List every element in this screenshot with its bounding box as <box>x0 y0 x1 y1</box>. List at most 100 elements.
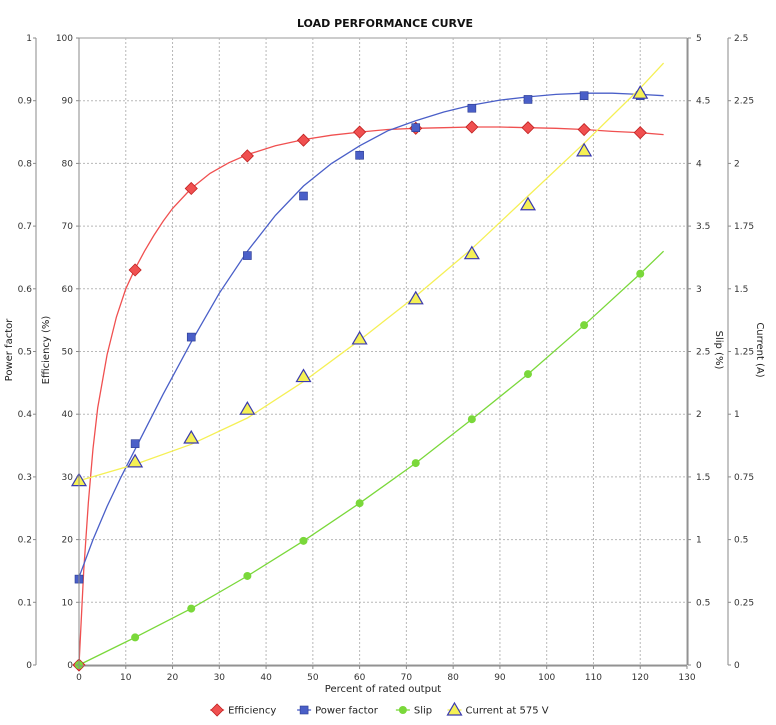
y-tick-label: 1.75 <box>734 222 754 232</box>
chart-title: LOAD PERFORMANCE CURVE <box>297 17 473 30</box>
power-factor-point <box>467 103 477 113</box>
y-tick-label: 2 <box>696 410 702 420</box>
current-at-575-v-point <box>407 290 424 305</box>
legend-marker <box>210 703 224 717</box>
slip-point <box>131 633 140 642</box>
efficiency-axis-title: Efficiency (%) <box>41 316 52 385</box>
y-tick-label: 1.5 <box>696 473 710 483</box>
y-tick-label: 0.6 <box>18 285 33 295</box>
x-tick-label: 110 <box>585 673 602 683</box>
y-tick-label: 0.1 <box>18 598 32 608</box>
efficiency-point <box>296 133 311 147</box>
current-at-575-v-line <box>78 62 665 482</box>
power-factor-point <box>299 191 308 201</box>
slip-point <box>187 604 196 613</box>
y-tick-label: 1 <box>734 410 740 420</box>
y-tick-label: 60 <box>62 285 74 295</box>
current-at-575-v-point <box>127 453 144 468</box>
power-factor-point <box>130 439 140 448</box>
legend-item-current-at-575-v: Current at 575 V <box>446 701 549 717</box>
axes: 00.10.20.30.40.50.60.70.80.9101020304050… <box>18 34 754 683</box>
current-at-575-v-point <box>463 245 480 260</box>
current-at-575-v-point <box>632 84 649 99</box>
legend-item-efficiency: Efficiency <box>210 703 276 717</box>
y-tick-label: 2 <box>734 159 740 169</box>
x-tick-label: 90 <box>494 673 506 683</box>
power-factor-axis: 0 0.1 0.2 0.3 0.4 0.5 0.6 0.7 0.8 0.9 1 <box>18 34 37 671</box>
efficiency-point <box>633 126 647 140</box>
y-tick-label: 2.25 <box>734 97 754 107</box>
y-tick-label: 5 <box>696 34 702 44</box>
efficiency-point <box>521 121 535 135</box>
legend-item-power-factor: Power factor <box>297 706 379 717</box>
x-tick-label: 100 <box>538 673 555 683</box>
slip-point <box>299 536 308 545</box>
slip-axis: 0 0.5 1 1.5 2 2.5 3 3.5 4 4.5 5 <box>687 34 710 671</box>
x-tick-label: 0 <box>76 673 82 683</box>
y-tick-label: 3.5 <box>696 222 710 232</box>
current-at-575-v-point <box>519 196 537 211</box>
current-at-575-v-point <box>239 400 256 415</box>
x-axis: 0 10 20 30 40 50 60 70 80 90 100 110 120 130 <box>76 665 696 683</box>
y-tick-label: 20 <box>62 536 74 546</box>
y-tick-label: 4.5 <box>696 97 710 107</box>
legend-label: Current at 575 V <box>466 706 549 717</box>
y-tick-label: 0 <box>734 661 740 671</box>
y-tick-label: 50 <box>62 348 74 358</box>
axis-titles: Percent of rated output Power factor Eff… <box>4 316 765 695</box>
current-at-575-v-point <box>295 368 312 383</box>
efficiency-point <box>465 120 479 134</box>
slip-point <box>523 370 532 379</box>
x-tick-label: 130 <box>678 673 695 683</box>
slip-point <box>580 321 589 330</box>
x-tick-label: 50 <box>307 673 319 683</box>
legend-marker <box>398 706 407 714</box>
slip-line <box>78 250 665 666</box>
y-tick-label: 0.7 <box>18 222 32 232</box>
slip-point <box>243 571 252 580</box>
y-tick-label: 0 <box>67 661 73 671</box>
y-tick-label: 0.5 <box>734 536 748 546</box>
legend-label: Slip <box>414 706 432 717</box>
efficiency-point <box>184 181 198 196</box>
y-tick-label: 10 <box>62 598 74 608</box>
x-axis-title: Percent of rated output <box>325 684 442 695</box>
plot-area <box>70 37 688 672</box>
y-tick-label: 30 <box>62 473 74 483</box>
y-tick-label: 0.5 <box>696 598 710 608</box>
legend-label: Efficiency <box>228 706 276 717</box>
power-factor-point <box>355 150 364 160</box>
legend-marker <box>299 705 309 715</box>
x-tick-label: 60 <box>354 673 366 683</box>
current-at-575-v-point <box>183 429 200 444</box>
slip-axis-title: Slip (%) <box>713 331 724 370</box>
slip-point <box>411 459 420 468</box>
efficiency-point <box>240 149 254 163</box>
slip-point <box>355 499 364 508</box>
y-tick-label: 0.8 <box>18 159 33 169</box>
y-tick-label: 0 <box>26 661 32 671</box>
y-tick-label: 0.3 <box>18 473 32 483</box>
y-tick-label: 3 <box>696 285 702 295</box>
y-tick-label: 2.5 <box>696 348 710 358</box>
y-tick-label: 100 <box>56 34 73 44</box>
y-tick-label: 0.75 <box>734 473 754 483</box>
legend: Efficiency Power factor Slip Current at 575… <box>210 701 549 717</box>
power-factor-point <box>411 123 421 132</box>
power-factor-point <box>523 95 533 104</box>
efficiency-point <box>128 263 142 277</box>
y-tick-label: 70 <box>62 222 74 232</box>
power-factor-line <box>78 92 664 578</box>
efficiency-axis: 0 10 20 30 40 50 60 70 80 90 100 <box>56 34 80 671</box>
legend-marker <box>446 701 463 716</box>
x-tick-label: 30 <box>214 673 226 683</box>
x-tick-label: 120 <box>632 673 649 683</box>
legend-item-slip: Slip <box>395 706 432 717</box>
y-tick-label: 0.5 <box>18 348 32 358</box>
power-factor-point <box>186 332 196 342</box>
series-markers <box>70 84 649 672</box>
y-tick-label: 40 <box>62 410 74 420</box>
y-tick-label: 1 <box>696 536 702 546</box>
efficiency-point <box>353 125 367 139</box>
